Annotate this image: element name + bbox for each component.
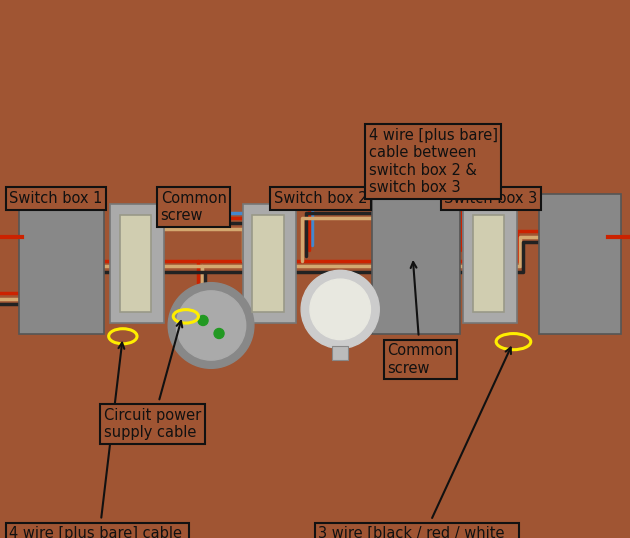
FancyBboxPatch shape [539, 194, 621, 334]
Text: 3 wire [black / red / white
[plus bare]] cable between
fixture & switch box 3: 3 wire [black / red / white [plus bare]]… [318, 348, 515, 538]
Text: Switch box 2: Switch box 2 [274, 191, 367, 206]
Circle shape [310, 279, 370, 339]
Circle shape [198, 315, 208, 325]
Text: Switch box 3: Switch box 3 [444, 191, 537, 206]
FancyBboxPatch shape [110, 204, 164, 323]
FancyBboxPatch shape [372, 194, 460, 334]
Circle shape [301, 270, 379, 349]
FancyBboxPatch shape [120, 215, 151, 312]
Text: Common
screw: Common screw [161, 191, 227, 223]
FancyBboxPatch shape [243, 204, 296, 323]
Text: Switch box 1: Switch box 1 [9, 191, 103, 206]
FancyBboxPatch shape [19, 194, 104, 334]
Circle shape [168, 282, 254, 369]
FancyBboxPatch shape [252, 215, 284, 312]
Circle shape [214, 329, 224, 338]
FancyBboxPatch shape [472, 215, 504, 312]
Text: Circuit power
supply cable: Circuit power supply cable [104, 321, 201, 440]
FancyBboxPatch shape [463, 204, 517, 323]
Text: 4 wire [plus bare]
cable between
switch box 2 &
switch box 3: 4 wire [plus bare] cable between switch … [369, 128, 498, 195]
Text: 4 wire [plus bare] cable
between switch box 1 &
switch box 2: 4 wire [plus bare] cable between switch … [9, 343, 185, 538]
Circle shape [176, 291, 246, 360]
Text: Common
screw: Common screw [387, 262, 454, 376]
FancyBboxPatch shape [332, 346, 348, 360]
